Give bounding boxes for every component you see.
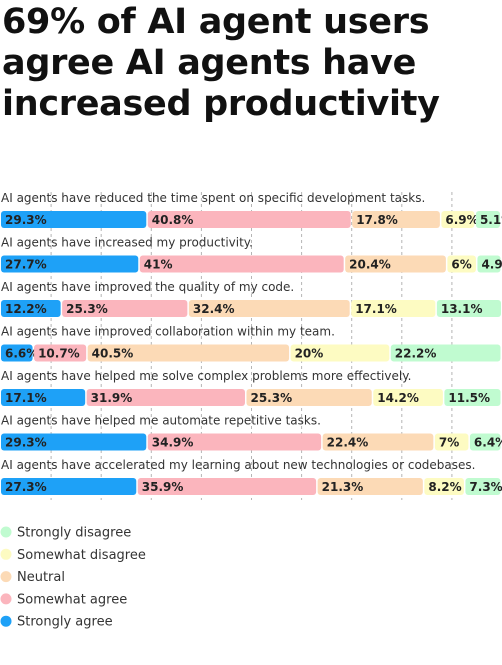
data-label: 6.4% bbox=[474, 436, 502, 450]
bar-segment bbox=[290, 344, 390, 362]
legend: Strongly disagree Somewhat disagree Neutra… bbox=[0, 526, 146, 630]
data-label: 22.4% bbox=[327, 436, 369, 450]
data-label: 12.2% bbox=[5, 302, 47, 316]
legend-label: Strongly agree bbox=[17, 615, 113, 630]
category-label: AI agents have reduced the time spent on… bbox=[1, 191, 425, 205]
legend-label: Neutral bbox=[17, 570, 65, 585]
bar-segment bbox=[352, 211, 440, 228]
category-label: AI agents have increased my productivity… bbox=[1, 236, 253, 250]
legend-label: Strongly disagree bbox=[17, 526, 131, 541]
data-label: 7% bbox=[439, 436, 459, 450]
bars: 29.3% 40.8% 17.8% 6.9%5.1% 27.7% 41% 20.4% 6% 4.… bbox=[1, 211, 502, 495]
legend-swatch bbox=[0, 593, 12, 605]
data-label: 6% bbox=[451, 258, 471, 272]
category-label: AI agents have helped me automate repeti… bbox=[1, 414, 321, 428]
bar-segment bbox=[1, 478, 137, 495]
data-label: 17.1% bbox=[355, 302, 397, 316]
legend-swatch bbox=[0, 615, 12, 627]
data-label: 41% bbox=[144, 258, 173, 272]
bar-segment bbox=[475, 211, 500, 228]
data-label: 31.9% bbox=[91, 391, 133, 405]
bar-segment bbox=[87, 344, 290, 362]
bar-segment bbox=[444, 389, 501, 406]
data-label: 6.9% bbox=[445, 213, 478, 227]
data-label: 17.8% bbox=[356, 213, 398, 227]
data-label: 21.3% bbox=[322, 480, 364, 494]
data-label: 40.5% bbox=[92, 347, 134, 361]
bar-segment bbox=[188, 300, 350, 317]
data-label: 22.2% bbox=[395, 347, 437, 361]
data-label: 35.9% bbox=[142, 480, 184, 494]
bar-segment bbox=[424, 478, 464, 495]
data-label: 27.7% bbox=[5, 258, 47, 272]
bar-segment bbox=[1, 255, 139, 273]
data-label: 8.2% bbox=[428, 480, 461, 494]
category-label: AI agents have improved the quality of m… bbox=[1, 280, 294, 294]
data-label: 13.1% bbox=[441, 302, 483, 316]
data-label: 10.7% bbox=[38, 347, 80, 361]
bar-segment bbox=[246, 389, 372, 406]
legend-swatch bbox=[0, 526, 12, 538]
data-label: 7.3% bbox=[469, 480, 502, 494]
bar-segment bbox=[137, 478, 317, 495]
bar-segment bbox=[390, 344, 501, 362]
chart-title: 69% of AI agent users agree AI agents ha… bbox=[2, 2, 440, 124]
bar-segment bbox=[317, 478, 423, 495]
bar-segment bbox=[465, 478, 501, 495]
bar-segment bbox=[147, 433, 322, 451]
data-label: 29.3% bbox=[5, 436, 47, 450]
bar-segment bbox=[436, 300, 502, 317]
data-label: 4.9% bbox=[481, 258, 502, 272]
bar-segment bbox=[86, 389, 245, 406]
data-label: 34.9% bbox=[152, 436, 194, 450]
bar-segment bbox=[345, 255, 446, 273]
bar-segment bbox=[322, 433, 434, 451]
legend-swatch bbox=[0, 571, 12, 583]
data-label: 29.3% bbox=[5, 213, 47, 227]
data-label: 40.8% bbox=[152, 213, 194, 227]
data-label: 20% bbox=[295, 347, 324, 361]
bar-segment bbox=[34, 344, 87, 362]
data-label: 11.5% bbox=[448, 391, 490, 405]
bar-segment bbox=[1, 389, 86, 406]
bar-segment bbox=[147, 211, 351, 228]
data-label: 6.6% bbox=[5, 347, 38, 361]
legend-label: Somewhat agree bbox=[17, 592, 127, 607]
bar-segment bbox=[477, 255, 501, 273]
category-label: AI agents have improved collaboration wi… bbox=[1, 325, 335, 339]
data-label: 25.3% bbox=[250, 391, 292, 405]
bar-segment bbox=[373, 389, 443, 406]
category-label: AI agents have accelerated my learning a… bbox=[1, 458, 475, 472]
bar-segment bbox=[1, 344, 33, 362]
bar-segment bbox=[434, 433, 469, 451]
bar-segment bbox=[469, 433, 501, 451]
bar-segment bbox=[1, 433, 147, 451]
data-label: 27.3% bbox=[5, 480, 47, 494]
data-label: 14.2% bbox=[377, 391, 419, 405]
bar-segment bbox=[62, 300, 188, 317]
data-label: 25.3% bbox=[66, 302, 108, 316]
legend-swatch bbox=[0, 548, 12, 560]
bar-segment bbox=[139, 255, 344, 273]
legend-label: Somewhat disagree bbox=[17, 548, 146, 563]
bar-segment bbox=[1, 211, 147, 228]
data-label: 20.4% bbox=[349, 258, 391, 272]
category-label: AI agents have helped me solve complex p… bbox=[1, 369, 411, 383]
bar-segment bbox=[447, 255, 476, 273]
data-label: 5.1% bbox=[480, 213, 502, 227]
bar-segment bbox=[351, 300, 436, 317]
bar-segment bbox=[1, 300, 61, 317]
data-label: 32.4% bbox=[193, 302, 235, 316]
data-label: 17.1% bbox=[5, 391, 47, 405]
bar-segment bbox=[441, 211, 475, 228]
